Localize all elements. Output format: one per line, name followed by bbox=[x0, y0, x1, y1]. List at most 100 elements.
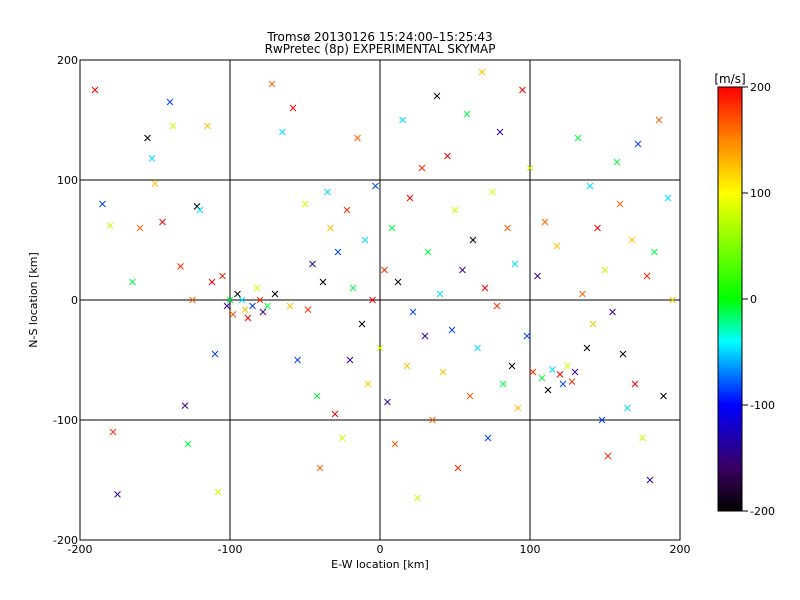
y-tick-label: 0 bbox=[71, 294, 78, 307]
y-tick-label: -100 bbox=[53, 414, 78, 427]
x-marker bbox=[361, 236, 369, 244]
x-marker bbox=[538, 374, 546, 382]
x-marker bbox=[301, 200, 309, 208]
colorbar-tick-labels: 200 100 0 -100 -200 bbox=[742, 81, 775, 518]
x-marker bbox=[148, 155, 156, 162]
x-marker bbox=[114, 491, 121, 498]
x-marker bbox=[414, 494, 421, 502]
y-tick-label: 100 bbox=[57, 174, 78, 187]
x-marker bbox=[523, 332, 531, 340]
x-marker bbox=[388, 224, 396, 232]
x-marker bbox=[286, 302, 294, 310]
x-marker bbox=[241, 306, 249, 313]
x-marker bbox=[129, 278, 136, 286]
grid-lines bbox=[80, 60, 680, 540]
x-marker bbox=[534, 272, 541, 280]
x-marker bbox=[409, 308, 417, 316]
x-marker bbox=[177, 263, 184, 270]
x-marker bbox=[418, 164, 426, 172]
x-marker bbox=[244, 314, 252, 322]
x-marker bbox=[211, 350, 219, 358]
x-marker bbox=[583, 344, 591, 352]
x-marker bbox=[394, 278, 402, 286]
chart-title-line1: Tromsø 20130126 15:24:00–15:25:43 bbox=[266, 30, 492, 44]
x-marker bbox=[609, 308, 616, 316]
x-marker bbox=[304, 306, 312, 313]
x-marker bbox=[166, 98, 174, 106]
x-marker bbox=[406, 194, 414, 202]
x-marker bbox=[99, 200, 106, 208]
x-marker bbox=[454, 464, 462, 472]
x-marker bbox=[604, 452, 612, 460]
x-marker bbox=[598, 416, 606, 424]
x-marker bbox=[571, 368, 579, 376]
x-marker bbox=[256, 296, 264, 304]
x-marker bbox=[372, 182, 379, 190]
x-marker bbox=[478, 68, 486, 76]
x-marker bbox=[553, 242, 561, 250]
x-marker bbox=[466, 392, 474, 400]
x-marker bbox=[526, 164, 534, 172]
x-marker bbox=[484, 434, 492, 442]
x-marker bbox=[424, 248, 432, 256]
x-marker bbox=[214, 488, 222, 496]
x-marker bbox=[451, 206, 459, 214]
x-marker bbox=[331, 410, 339, 418]
x-marker bbox=[313, 392, 321, 400]
x-marker bbox=[624, 404, 631, 412]
x-marker bbox=[504, 224, 511, 232]
x-marker bbox=[169, 122, 177, 130]
x-marker bbox=[334, 248, 342, 256]
x-marker bbox=[391, 440, 399, 448]
x-marker bbox=[508, 362, 516, 370]
x-marker bbox=[253, 284, 261, 292]
x-marker bbox=[264, 302, 271, 310]
x-marker bbox=[358, 320, 366, 328]
x-marker bbox=[399, 116, 406, 124]
x-marker bbox=[463, 110, 471, 118]
x-marker bbox=[376, 344, 384, 352]
x-tick-label: 0 bbox=[377, 543, 384, 556]
x-marker bbox=[481, 284, 489, 292]
x-marker bbox=[448, 326, 456, 334]
x-marker bbox=[136, 224, 144, 232]
x-marker bbox=[496, 128, 504, 136]
x-marker bbox=[586, 182, 594, 190]
colorbar-label: [m/s] bbox=[714, 72, 745, 86]
colorbar-tick-label: 100 bbox=[750, 187, 771, 200]
x-marker bbox=[589, 320, 597, 328]
x-tick-label: 100 bbox=[520, 543, 541, 556]
x-marker bbox=[574, 134, 582, 142]
x-marker bbox=[634, 140, 642, 148]
x-marker bbox=[327, 224, 334, 232]
x-marker bbox=[544, 386, 552, 394]
plot-frame bbox=[79, 59, 681, 541]
y-axis-label: N-S location [km] bbox=[27, 252, 40, 348]
x-marker bbox=[364, 380, 372, 388]
x-marker bbox=[369, 296, 376, 304]
colorbar-tick-label: 200 bbox=[750, 81, 771, 94]
x-marker bbox=[594, 224, 601, 232]
x-marker bbox=[664, 194, 672, 202]
x-marker bbox=[549, 366, 556, 373]
x-marker bbox=[279, 128, 286, 136]
x-marker bbox=[499, 380, 507, 388]
colorbar-tick-label: -200 bbox=[750, 505, 775, 518]
x-marker bbox=[643, 272, 651, 280]
x-axis-label: E-W location [km] bbox=[331, 558, 429, 571]
x-marker bbox=[436, 290, 444, 298]
x-marker bbox=[208, 278, 216, 286]
x-marker bbox=[403, 362, 411, 370]
x-marker bbox=[669, 296, 676, 304]
x-marker bbox=[514, 404, 522, 412]
x-tick-label: -100 bbox=[218, 543, 243, 556]
x-marker bbox=[384, 398, 391, 406]
x-marker bbox=[219, 272, 226, 280]
x-marker bbox=[181, 402, 189, 409]
x-marker bbox=[339, 434, 346, 442]
x-marker bbox=[646, 476, 654, 484]
colorbar-tick-label: -100 bbox=[750, 399, 775, 412]
x-marker bbox=[226, 296, 234, 304]
x-marker bbox=[579, 290, 586, 298]
x-marker bbox=[223, 302, 231, 310]
